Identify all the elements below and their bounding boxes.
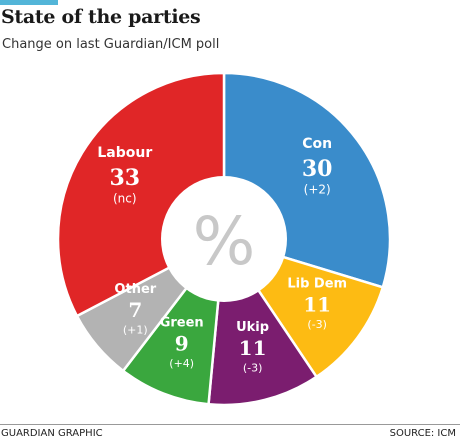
footer-divider (0, 424, 460, 425)
slice-label-value-green: 9 (175, 332, 189, 356)
slice-label-change-other: (+1) (123, 324, 148, 337)
header-accent-bar (0, 0, 58, 5)
slice-label-name-green: Green (160, 316, 204, 331)
slice-label-value-ukip: 11 (239, 336, 267, 360)
slice-label-name-labour: Labour (97, 145, 152, 161)
chart-subtitle: Change on last Guardian/ICM poll (2, 37, 220, 52)
slice-label-change-green: (+4) (169, 357, 194, 370)
slice-label-name-ukip: Ukip (236, 320, 269, 335)
footer-source: SOURCE: ICM (389, 428, 456, 439)
slice-label-change-con: (+2) (304, 182, 331, 196)
slice-label-change-ukip: (-3) (243, 361, 263, 374)
donut-hole (161, 176, 287, 302)
slice-label-change-lib-dem: (-3) (307, 318, 327, 331)
footer-credit: GUARDIAN GRAPHIC (1, 428, 103, 439)
slice-label-value-lib-dem: 11 (303, 293, 331, 317)
chart-title: State of the parties (1, 6, 201, 28)
slice-label-value-other: 7 (128, 298, 142, 322)
slice-label-name-lib-dem: Lib Dem (287, 277, 347, 292)
slice-label-value-con: 30 (302, 156, 333, 182)
slice-label-value-labour: 33 (109, 165, 140, 191)
percent-center-label: % (193, 203, 256, 280)
slice-label-name-con: Con (302, 136, 332, 152)
slice-label-change-labour: (nc) (113, 191, 137, 205)
slice-label-name-other: Other (114, 282, 156, 297)
